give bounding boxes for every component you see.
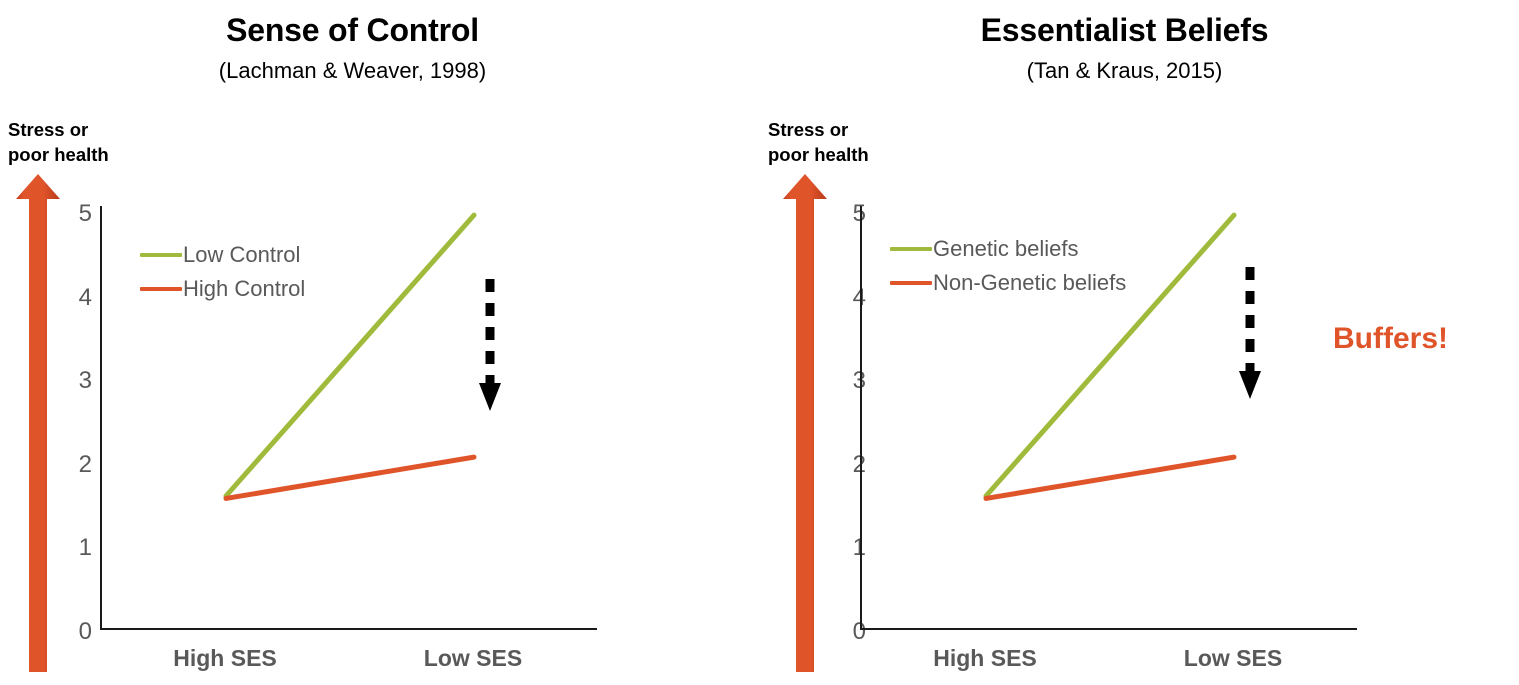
y-tick-1: 1 (78, 534, 92, 561)
y-tick-5: 5 (836, 200, 866, 228)
chart-subtitle: (Lachman & Weaver, 1998) (218, 58, 487, 83)
x-tick-low-ses: Low SES (423, 645, 523, 671)
legend-item-high-control: High Control (140, 272, 460, 306)
buffers-callout: Buffers! (1333, 322, 1449, 355)
page-title: Sense of Control (226, 12, 479, 48)
y-tick-4: 4 (836, 284, 866, 312)
y-tick-0: 0 (852, 618, 866, 645)
x-tick-low-ses: Low SES (1183, 645, 1283, 671)
x-tick-high-ses: High SES (173, 645, 277, 671)
series-lines (223, 212, 477, 501)
x-axis-ticks: High SES Low SES (100, 645, 597, 679)
page-title: Essentialist Beliefs (980, 12, 1269, 48)
legend-item-non-genetic-beliefs: Non-Genetic beliefs (890, 266, 1210, 300)
chart-subtitle: (Tan & Kraus, 2015) (1026, 58, 1223, 83)
panel-sense-of-control: Sense of Control (Lachman & Weaver, 1998… (8, 12, 597, 679)
y-axis-caption: Stress or poor health (8, 119, 109, 165)
y-axis-line (860, 206, 862, 630)
legend-swatch-orange-icon (140, 286, 182, 292)
legend-item-low-control: Low Control (140, 238, 460, 272)
legend-swatch-orange-icon (890, 280, 932, 286)
legend-label: Non-Genetic beliefs (933, 270, 1127, 295)
dashed-down-arrow-icon (1239, 267, 1261, 399)
legend-swatch-green-icon (140, 252, 182, 258)
y-tick-2: 2 (836, 451, 866, 479)
chart-legend: Genetic beliefs Non-Genetic beliefs (890, 232, 1210, 300)
y-tick-4: 4 (78, 284, 92, 311)
x-axis-line (860, 628, 1357, 630)
legend-item-genetic-beliefs: Genetic beliefs (890, 232, 1210, 266)
x-axis-ticks: High SES Low SES (860, 645, 1357, 679)
chart-legend: Low Control High Control (140, 238, 460, 306)
legend-label: High Control (183, 276, 306, 301)
y-tick-3: 3 (78, 367, 92, 394)
plot-area (860, 206, 1357, 630)
y-tick-1: 1 (836, 534, 866, 562)
y-axis-ticks: 5 4 3 2 1 0 (822, 200, 866, 645)
y-axis-ticks: 5 4 3 2 1 0 (48, 200, 92, 645)
y-tick-0: 0 (78, 618, 92, 645)
dashed-down-arrow-icon (479, 279, 501, 411)
y-tick-3: 3 (836, 367, 866, 395)
series-lines (983, 212, 1237, 501)
y-axis-caption: Stress or poor health (768, 119, 869, 165)
stress-up-arrow-icon (783, 174, 827, 672)
y-tick-2: 2 (78, 451, 92, 478)
x-axis-line (100, 628, 597, 630)
plot-area (100, 206, 597, 630)
y-tick-5: 5 (78, 200, 92, 227)
panel-essentialist-beliefs: Essentialist Beliefs (Tan & Kraus, 2015)… (760, 0, 1519, 685)
stress-up-arrow-icon (16, 174, 60, 672)
x-tick-high-ses: High SES (933, 645, 1037, 671)
y-axis-line (100, 206, 102, 630)
legend-label: Genetic beliefs (933, 236, 1079, 261)
legend-swatch-green-icon (890, 246, 932, 252)
legend-label: Low Control (183, 242, 301, 267)
